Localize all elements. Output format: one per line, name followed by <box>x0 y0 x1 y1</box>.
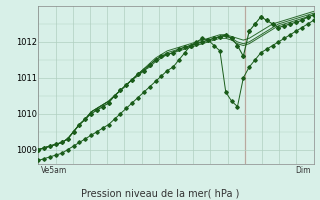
Text: Ve5am: Ve5am <box>41 166 68 175</box>
Text: Dim: Dim <box>295 166 311 175</box>
Text: Pression niveau de la mer( hPa ): Pression niveau de la mer( hPa ) <box>81 188 239 198</box>
